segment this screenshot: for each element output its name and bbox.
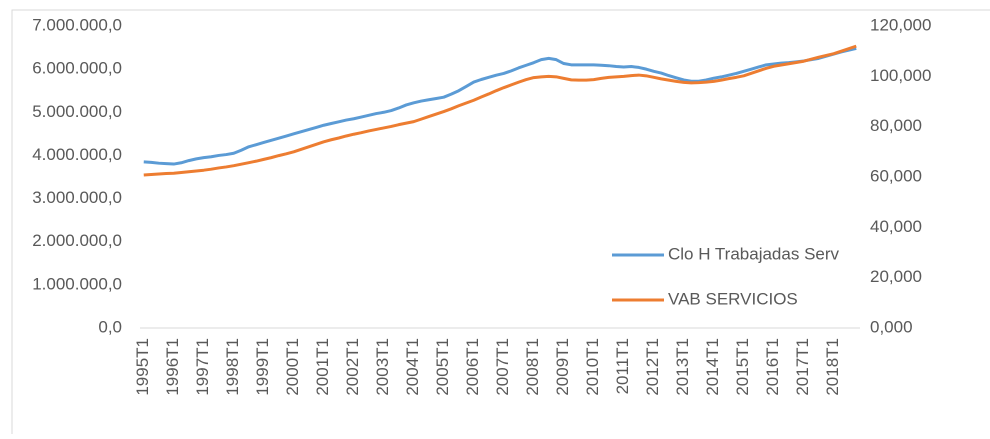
y-tick-label: 4.000.000,0 [32, 145, 122, 164]
x-tick-label: 2005T1 [433, 338, 452, 396]
y-tick-label: 1.000.000,0 [32, 274, 122, 293]
y-tick-label: 5.000.000,0 [32, 102, 122, 121]
series-line [143, 44, 857, 177]
x-tick-label: 2013T1 [673, 338, 692, 396]
x-tick-label: 2011T1 [613, 338, 632, 394]
x-tick-label: 2009T1 [553, 338, 572, 396]
x-tick-label: 2018T1 [823, 338, 842, 396]
legend-label: VAB SERVICIOS [668, 289, 798, 308]
x-tick-label: 2017T1 [793, 338, 812, 396]
x-tick-label: 1999T1 [253, 338, 272, 396]
x-tick-label: 1998T1 [223, 338, 242, 396]
x-tick-label: 2007T1 [493, 338, 512, 396]
y-tick-label: 3.000.000,0 [32, 188, 122, 207]
x-tick-label: 2001T1 [313, 338, 332, 396]
x-tick-label: 2002T1 [343, 338, 362, 396]
x-tick-label: 2008T1 [523, 338, 542, 396]
x-tick-label: 2010T1 [583, 338, 602, 396]
y-tick-label: 2.000.000,0 [32, 231, 122, 250]
series-line [143, 46, 857, 166]
chart-border [11, 9, 990, 439]
y2-tick-label: 20,000 [870, 267, 922, 286]
y-tick-label: 7.000.000,0 [32, 15, 122, 34]
x-tick-label: 2015T1 [733, 338, 752, 396]
x-tick-label: 2000T1 [283, 338, 302, 396]
y2-tick-label: 60,000 [870, 166, 922, 185]
y2-tick-label: 100,000 [870, 66, 931, 85]
x-tick-label: 2004T1 [403, 338, 422, 396]
x-tick-label: 1997T1 [193, 338, 212, 396]
legend-label: Clo H Trabajadas Serv [668, 244, 840, 263]
x-tick-label: 2003T1 [373, 338, 392, 396]
y-tick-label: 6.000.000,0 [32, 59, 122, 78]
y-tick-label: 0,0 [98, 317, 122, 336]
x-tick-label: 1996T1 [163, 338, 182, 396]
y2-tick-label: 80,000 [870, 116, 922, 135]
y2-tick-label: 0,000 [870, 317, 913, 336]
x-tick-label: 2012T1 [643, 338, 662, 396]
x-tick-label: 2006T1 [463, 338, 482, 396]
x-tick-label: 1995T1 [133, 338, 152, 396]
x-tick-label: 2016T1 [763, 338, 782, 396]
y2-tick-label: 120,000 [870, 15, 931, 34]
x-tick-label: 2014T1 [703, 338, 722, 396]
y2-tick-label: 40,000 [870, 217, 922, 236]
